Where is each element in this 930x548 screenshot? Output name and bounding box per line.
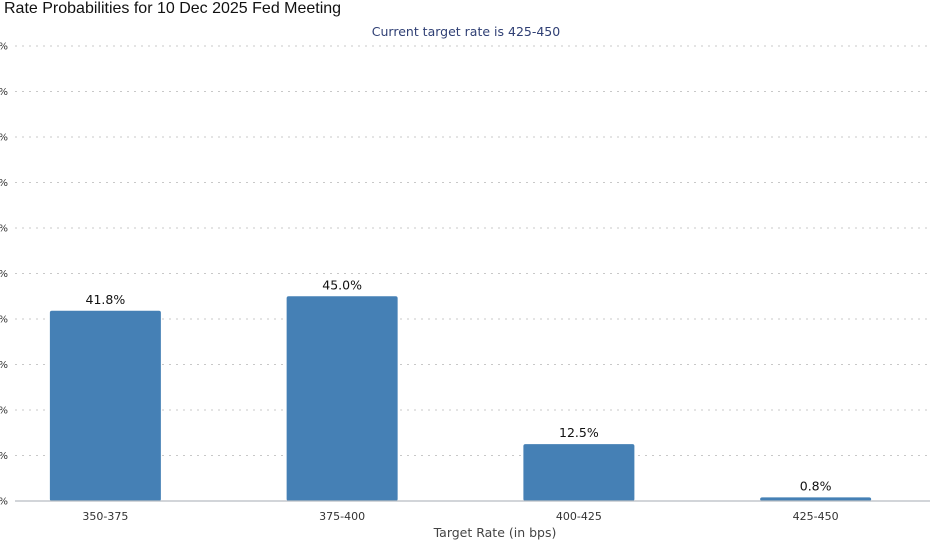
bar-350-375[interactable] xyxy=(49,310,161,501)
page-title: Rate Probabilities for 10 Dec 2025 Fed M… xyxy=(4,0,342,17)
y-tick-label: % xyxy=(0,178,8,189)
bar-value-label: 41.8% xyxy=(86,292,126,307)
x-axis-tick-labels: 350-375 375-400 400-425 425-450 xyxy=(82,510,838,523)
x-tick-label: 375-400 xyxy=(319,510,365,523)
y-tick-label: % xyxy=(0,497,8,508)
bar-400-425[interactable] xyxy=(523,444,635,501)
bar-425-450[interactable] xyxy=(760,497,872,501)
x-tick-label: 400-425 xyxy=(556,510,602,523)
bar-value-label: 12.5% xyxy=(559,425,599,440)
x-axis-title: Target Rate (in bps) xyxy=(433,525,557,540)
y-tick-label: % xyxy=(0,133,8,144)
x-tick-label: 425-450 xyxy=(793,510,839,523)
bar-value-label: 45.0% xyxy=(322,277,362,292)
bar-375-400[interactable] xyxy=(286,296,398,501)
x-tick-label: 350-375 xyxy=(82,510,128,523)
chart-subtitle: Current target rate is 425-450 xyxy=(372,24,560,39)
y-tick-label: % xyxy=(0,42,8,53)
y-tick-label: % xyxy=(0,224,8,235)
y-tick-label: % xyxy=(0,87,8,98)
y-tick-label: % xyxy=(0,451,8,462)
y-tick-label: % xyxy=(0,315,8,326)
data-labels: 41.8% 45.0% 12.5% 0.8% xyxy=(86,277,832,493)
y-axis-tick-labels: %%%%%%%%%%% xyxy=(0,42,8,508)
y-tick-label: % xyxy=(0,406,8,417)
bar-value-label: 0.8% xyxy=(800,478,832,493)
y-tick-label: % xyxy=(0,269,8,280)
bars xyxy=(49,296,872,501)
y-tick-label: % xyxy=(0,360,8,371)
